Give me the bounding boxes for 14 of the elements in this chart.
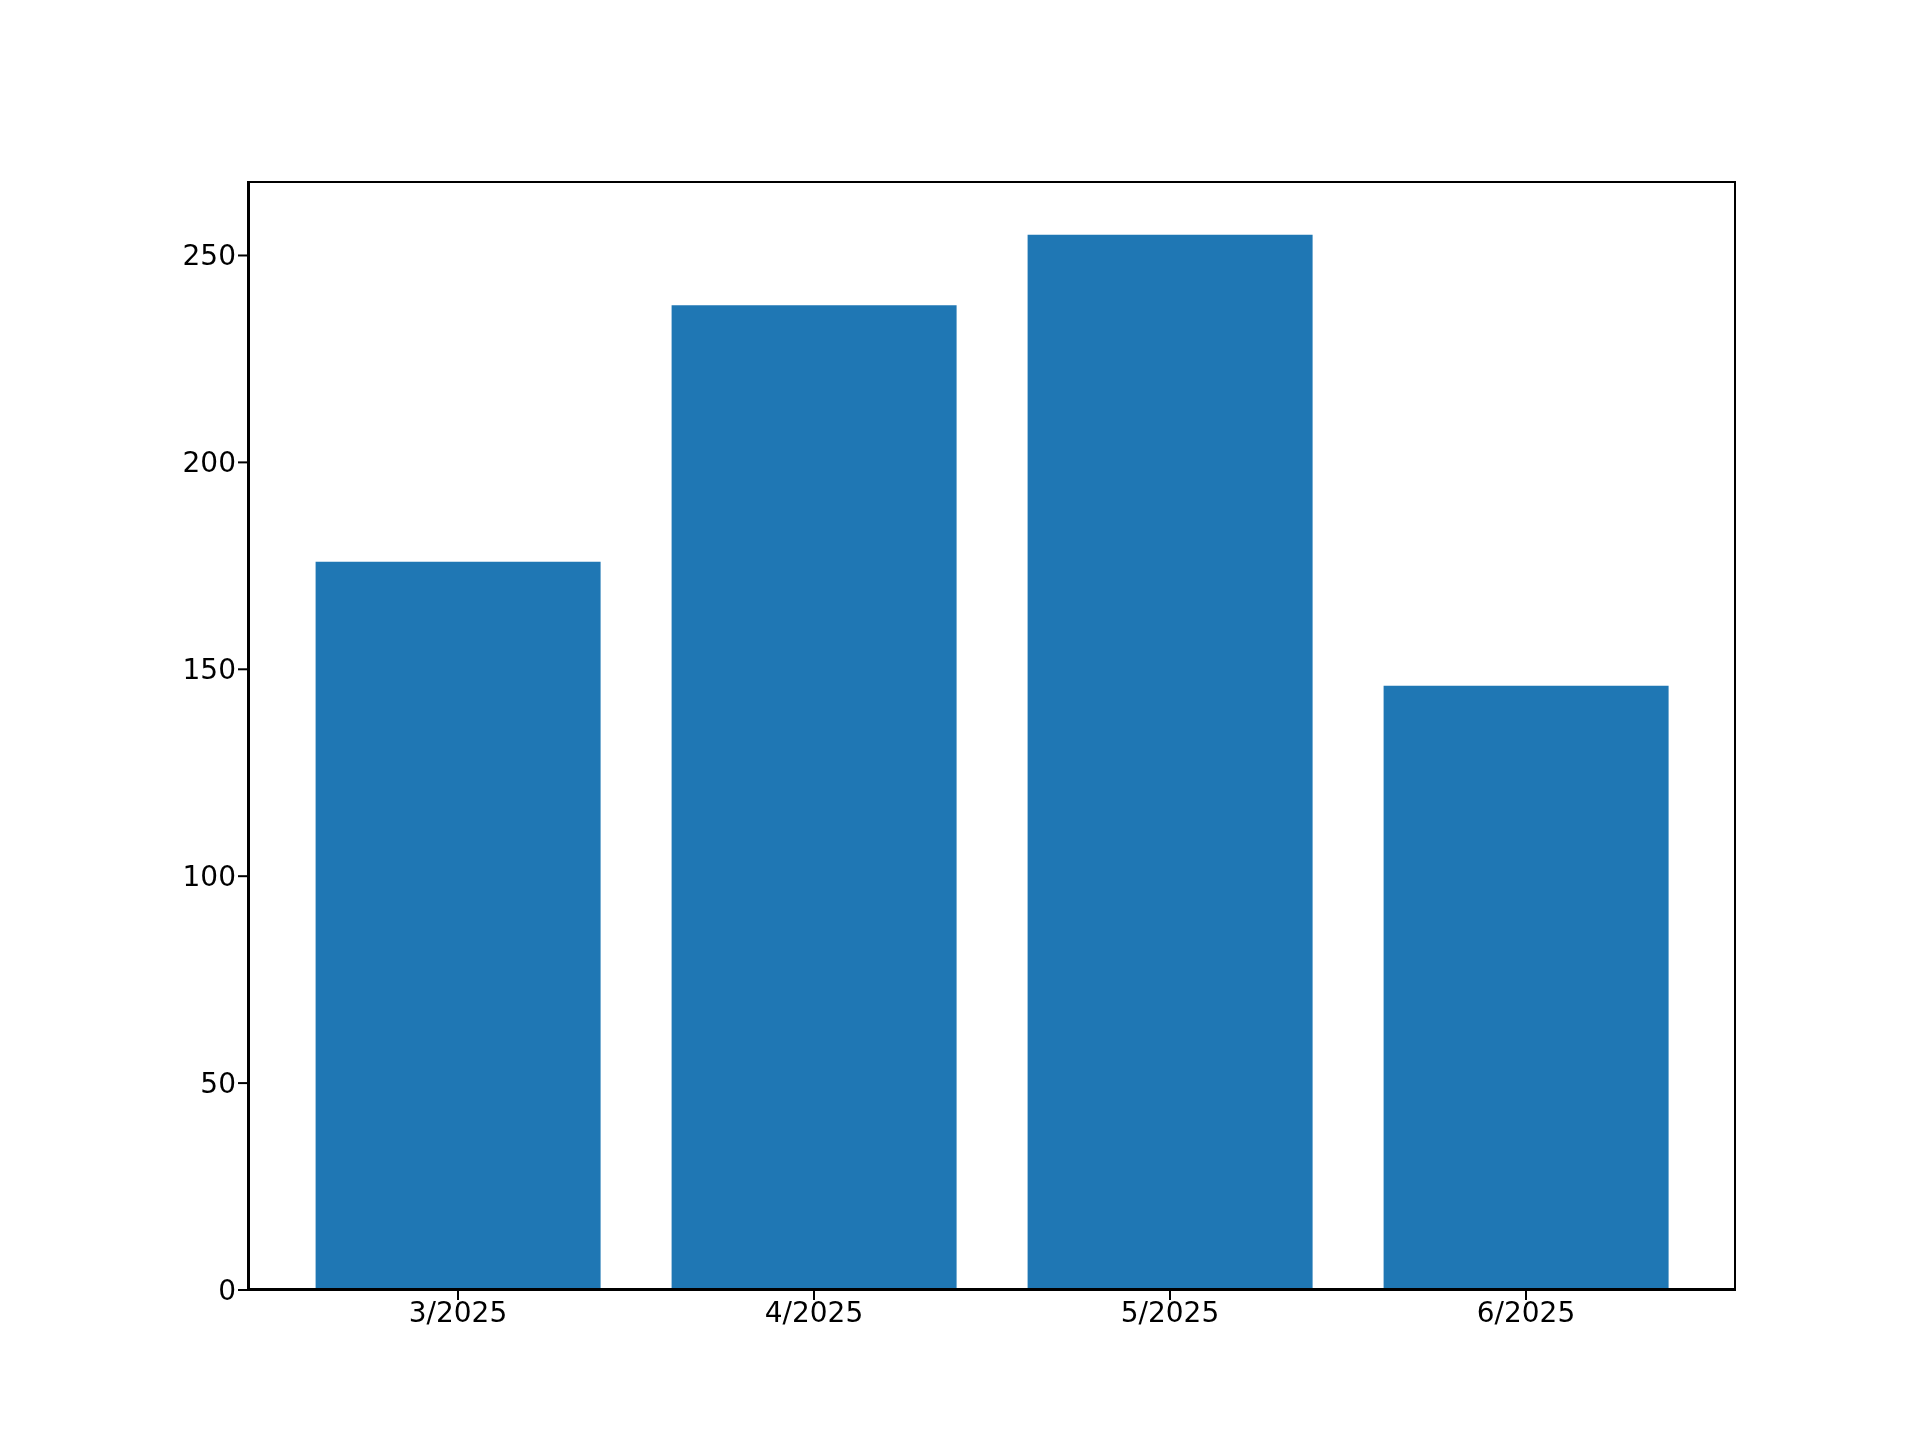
x-tick-label: 5/2025 [1120, 1295, 1220, 1329]
bar [1383, 685, 1669, 1290]
x-tick-label: 6/2025 [1476, 1295, 1576, 1329]
bar [671, 305, 957, 1290]
y-tick-label: 250 [182, 239, 236, 273]
y-tick-label: 0 [218, 1273, 236, 1307]
bar [1027, 234, 1313, 1290]
y-tick-label: 50 [200, 1067, 236, 1101]
x-tick-label: 4/2025 [764, 1295, 864, 1329]
bar [315, 561, 601, 1290]
y-tick-label: 100 [182, 860, 236, 894]
y-tick-label: 150 [182, 653, 236, 687]
x-tick-label: 3/2025 [408, 1295, 508, 1329]
y-tick-label: 200 [182, 446, 236, 480]
